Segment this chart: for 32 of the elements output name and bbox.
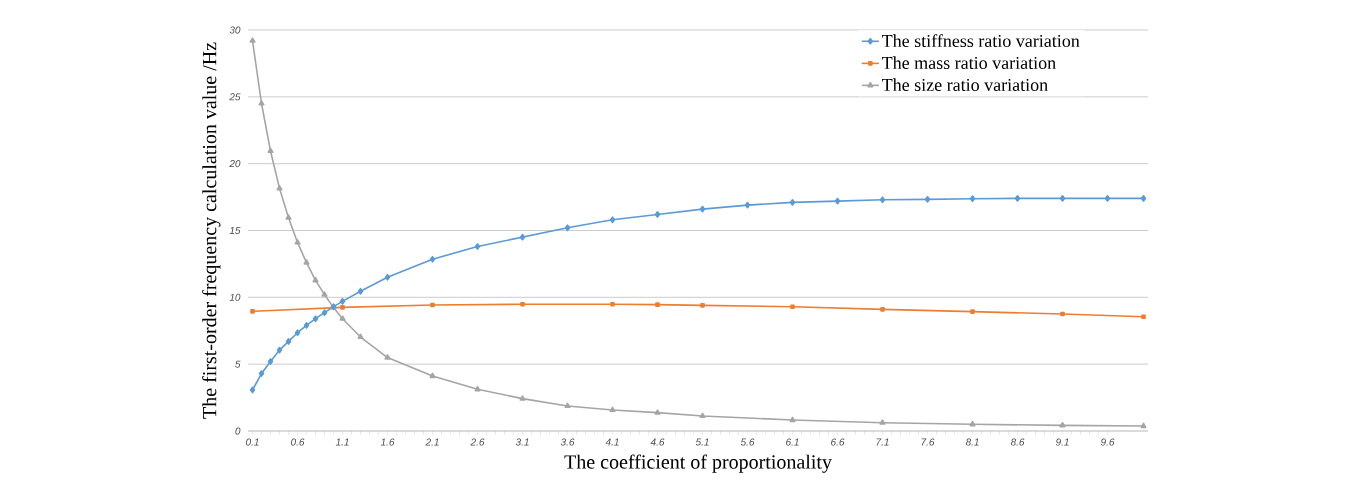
x-tick-label: 8.1 (965, 438, 979, 446)
x-tick-label: 1.1 (335, 438, 349, 446)
legend-label: The mass ratio variation (882, 56, 1056, 70)
y-axis-title: The first-order frequency calculation value /Hz (202, 42, 221, 419)
x-tick-label: 1.6 (380, 438, 395, 446)
x-tick-label: 7.6 (921, 438, 935, 446)
y-tick-label: 30 (229, 26, 241, 34)
x-tick-label: 9.1 (1055, 438, 1069, 446)
x-tick-label: 4.1 (605, 438, 619, 446)
x-tick-label: 5.6 (740, 438, 755, 446)
x-tick-label: 9.6 (1100, 438, 1115, 446)
y-tick-label: 25 (229, 93, 241, 101)
x-tick-label: 3.6 (560, 438, 575, 446)
y-tick-label: 20 (229, 160, 241, 168)
x-tick-label: 6.1 (786, 438, 799, 446)
x-tick-label: 4.6 (650, 438, 665, 446)
x-tick-label: 2.6 (470, 438, 485, 446)
x-axis-title: The coefficient of proportionality (564, 454, 832, 473)
y-tick-label: 0 (235, 427, 241, 435)
x-tick-label: 3.1 (515, 438, 529, 446)
x-tick-label: 8.6 (1010, 438, 1025, 446)
x-tick-label: 0.1 (246, 438, 259, 446)
y-tick-label: 15 (229, 227, 241, 234)
y-tick-label: 10 (229, 293, 241, 301)
y-tick-label: 5 (235, 360, 241, 368)
x-tick-label: 0.6 (291, 438, 305, 446)
x-tick-label: 6.6 (831, 438, 845, 446)
legend-label: The size ratio variation (882, 78, 1048, 92)
x-tick-label: 5.1 (695, 438, 709, 446)
x-tick-label: 7.1 (876, 438, 889, 446)
x-tick-label: 2.1 (425, 438, 439, 446)
legend-label: The stiffness ratio variation (882, 34, 1080, 48)
